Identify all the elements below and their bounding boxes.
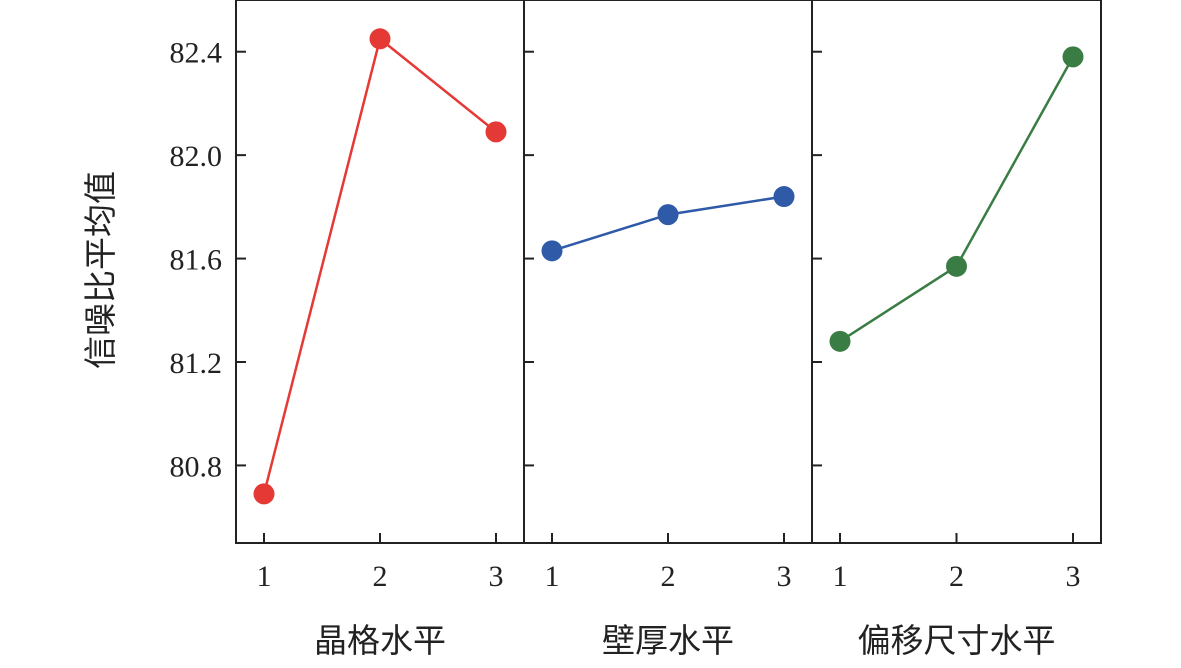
data-point	[1062, 46, 1084, 68]
panel-frame	[235, 0, 525, 544]
y-tick-label: 82.4	[170, 37, 223, 70]
data-point	[773, 186, 795, 208]
panel-3: 1 2 3 偏移尺寸水平	[811, 0, 1102, 660]
x-tick-label: 2	[373, 560, 388, 593]
data-point	[253, 483, 275, 505]
x-tick-label: 2	[949, 560, 964, 593]
y-tick-label: 82.0	[170, 140, 223, 173]
x-axis-title: 晶格水平	[314, 621, 446, 660]
x-axis-title: 偏移尺寸水平	[858, 621, 1056, 660]
data-point	[657, 204, 679, 226]
y-axis: 80.8 81.2 81.6 82.0 82.4	[170, 37, 223, 484]
data-point	[946, 255, 967, 277]
panel-2: 1 2 3 壁厚水平	[523, 0, 813, 660]
x-tick-label: 1	[545, 560, 560, 593]
y-axis-title: 信噪比平均值	[81, 171, 120, 369]
y-tick-label: 81.2	[170, 347, 223, 380]
data-point	[369, 28, 391, 50]
x-tick-label: 2	[661, 560, 676, 593]
y-tick-label: 80.8	[170, 450, 223, 483]
x-tick-label: 3	[777, 560, 792, 593]
x-tick-label: 1	[257, 560, 272, 593]
data-point	[829, 330, 851, 352]
x-tick-label: 1	[833, 560, 848, 593]
data-point	[541, 240, 563, 262]
series-line	[262, 36, 497, 495]
panel-frame	[523, 0, 813, 544]
series-line	[839, 56, 1075, 343]
panel-1: 1 2 3 晶格水平	[235, 0, 525, 660]
data-point	[485, 121, 507, 143]
x-tick-label: 3	[489, 560, 504, 593]
y-tick-label: 81.6	[170, 244, 223, 277]
x-tick-label: 3	[1066, 560, 1081, 593]
chart-panels: 1 2 3 晶格水平 1 2 3 壁厚水平 1 2 3 偏移尺寸水平	[235, 0, 1102, 660]
x-axis-title: 壁厚水平	[602, 621, 734, 660]
